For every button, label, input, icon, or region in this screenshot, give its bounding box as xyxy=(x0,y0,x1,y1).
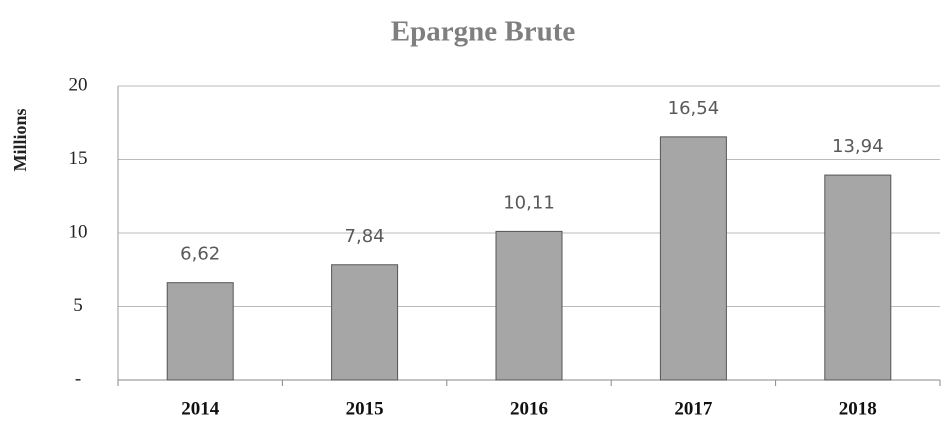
bar xyxy=(824,174,892,381)
x-tick-label: 2018 xyxy=(839,398,877,419)
value-label: 7,84 xyxy=(345,226,385,247)
value-label: 16,54 xyxy=(668,98,720,119)
y-axis-label: Millions xyxy=(10,108,30,171)
y-tick-label: 10 xyxy=(69,221,88,242)
x-tick-label: 2017 xyxy=(674,398,713,419)
bar xyxy=(495,230,563,381)
value-label: 10,11 xyxy=(503,192,555,213)
y-tick-label: 20 xyxy=(69,74,88,95)
bar xyxy=(331,264,399,381)
value-label: 6,62 xyxy=(180,244,220,265)
y-tick-label: 5 xyxy=(73,295,83,316)
bar xyxy=(659,136,727,381)
x-tick-label: 2014 xyxy=(181,398,220,419)
y-tick-label: 15 xyxy=(69,148,88,169)
x-tick-label: 2016 xyxy=(510,398,548,419)
chart-title: Epargne Brute xyxy=(391,16,576,48)
x-tick-label: 2015 xyxy=(346,398,384,419)
bar xyxy=(166,282,234,381)
y-tick-label: - xyxy=(75,368,81,389)
value-label: 13,94 xyxy=(832,136,884,157)
